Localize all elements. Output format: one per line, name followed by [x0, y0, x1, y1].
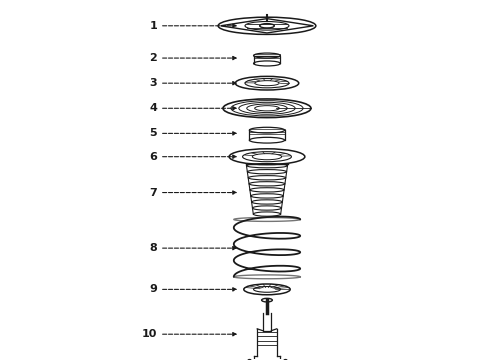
Text: 4: 4	[149, 103, 236, 113]
Text: 5: 5	[149, 129, 236, 138]
Text: 9: 9	[149, 284, 236, 294]
Ellipse shape	[249, 137, 285, 143]
Text: 7: 7	[149, 188, 236, 198]
Text: 3: 3	[149, 78, 236, 88]
Text: 8: 8	[149, 243, 236, 253]
Text: 10: 10	[142, 329, 236, 339]
Ellipse shape	[262, 298, 272, 302]
Text: 6: 6	[149, 152, 236, 162]
Text: 2: 2	[149, 53, 236, 63]
Text: 1: 1	[149, 21, 236, 31]
Ellipse shape	[253, 61, 280, 66]
